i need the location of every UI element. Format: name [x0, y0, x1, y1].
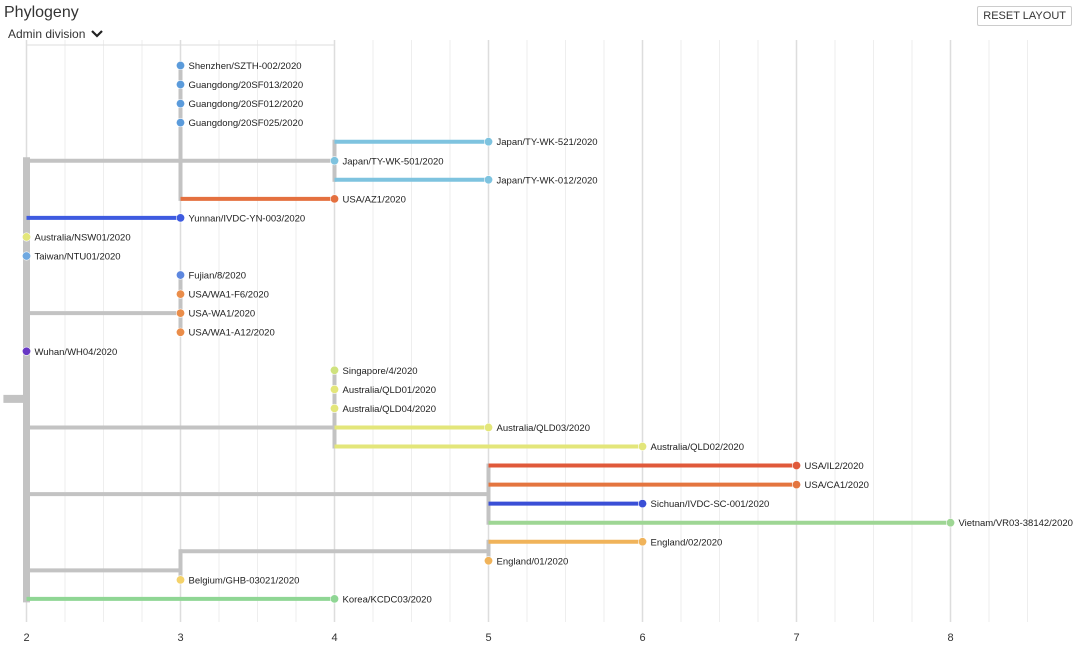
tip-node[interactable]	[176, 213, 186, 223]
tip-node[interactable]	[637, 441, 647, 451]
reset-layout-button[interactable]: RESET LAYOUT	[977, 6, 1072, 26]
tip-label: England/01/2020	[497, 556, 569, 567]
tip-node[interactable]	[791, 461, 801, 471]
tip-node[interactable]	[176, 289, 186, 299]
tip-label: Korea/KCDC03/2020	[343, 594, 432, 605]
tip-node[interactable]	[329, 594, 339, 604]
tip-label: Vietnam/VR03-38142/2020	[959, 518, 1073, 529]
tip-label: Sichuan/IVDC-SC-001/2020	[651, 499, 770, 510]
tip-node[interactable]	[176, 99, 186, 109]
tip-label: Taiwan/NTU01/2020	[35, 252, 121, 263]
tip-node[interactable]	[329, 156, 339, 166]
tip-node[interactable]	[176, 118, 186, 128]
tip-label: Australia/QLD04/2020	[343, 404, 436, 415]
tip-node[interactable]	[637, 537, 647, 547]
tip-label: USA/CA1/2020	[805, 480, 869, 491]
page-title: Phylogeny	[4, 4, 79, 21]
tip-label: Australia/NSW01/2020	[35, 232, 131, 243]
tip-node[interactable]	[176, 80, 186, 90]
tip-node[interactable]	[329, 403, 339, 413]
x-tick-label: 6	[639, 632, 645, 644]
x-tick-label: 3	[177, 632, 183, 644]
tip-node[interactable]	[637, 499, 647, 509]
tip-label: Australia/QLD01/2020	[343, 385, 436, 396]
tip-node[interactable]	[945, 518, 955, 528]
x-tick-label: 8	[947, 632, 953, 644]
color-by-select[interactable]: Admin division	[8, 27, 104, 41]
tip-label: USA-WA1/2020	[189, 309, 256, 320]
tip-label: USA/IL2/2020	[805, 461, 864, 472]
tip-node[interactable]	[329, 365, 339, 375]
tip-node[interactable]	[483, 137, 493, 147]
tip-label: Singapore/4/2020	[343, 366, 418, 377]
tip-node[interactable]	[483, 556, 493, 566]
tip-label: Japan/TY-WK-521/2020	[497, 137, 598, 148]
tip-node[interactable]	[483, 175, 493, 185]
tip-label: Guangdong/20SF025/2020	[189, 118, 304, 129]
tip-label: Belgium/GHB-03021/2020	[189, 575, 300, 586]
tip-node[interactable]	[176, 327, 186, 337]
tip-node[interactable]	[176, 60, 186, 70]
tip-node[interactable]	[791, 480, 801, 490]
tip-label: Japan/TY-WK-501/2020	[343, 156, 444, 167]
tip-label: USA/AZ1/2020	[343, 194, 406, 205]
tip-label: England/02/2020	[651, 537, 723, 548]
tip-node[interactable]	[176, 270, 186, 280]
tip-label: Guangdong/20SF013/2020	[189, 80, 304, 91]
tip-label: Shenzhen/SZTH-002/2020	[189, 61, 302, 72]
tip-node[interactable]	[329, 384, 339, 394]
tip-node[interactable]	[21, 346, 31, 356]
tip-label: Fujian/8/2020	[189, 271, 247, 282]
tip-label: Wuhan/WH04/2020	[35, 347, 118, 358]
x-tick-label: 4	[331, 632, 337, 644]
tip-node[interactable]	[176, 575, 186, 585]
x-tick-label: 7	[793, 632, 799, 644]
tip-label: Australia/QLD02/2020	[651, 442, 744, 453]
tip-node[interactable]	[176, 308, 186, 318]
tip-label: Yunnan/IVDC-YN-003/2020	[189, 213, 306, 224]
tip-label: Guangdong/20SF012/2020	[189, 99, 304, 110]
chevron-down-icon	[91, 30, 104, 38]
x-tick-label: 5	[485, 632, 491, 644]
tip-label: Japan/TY-WK-012/2020	[497, 175, 598, 186]
x-tick-label: 2	[23, 632, 29, 644]
tip-label: USA/WA1-A12/2020	[189, 328, 275, 339]
tip-node[interactable]	[21, 251, 31, 261]
tip-label: USA/WA1-F6/2020	[189, 290, 269, 301]
tip-node[interactable]	[329, 194, 339, 204]
color-by-select-value: Admin division	[8, 27, 86, 41]
tip-node[interactable]	[483, 422, 493, 432]
tip-label: Australia/QLD03/2020	[497, 423, 590, 434]
tip-node[interactable]	[21, 232, 31, 242]
